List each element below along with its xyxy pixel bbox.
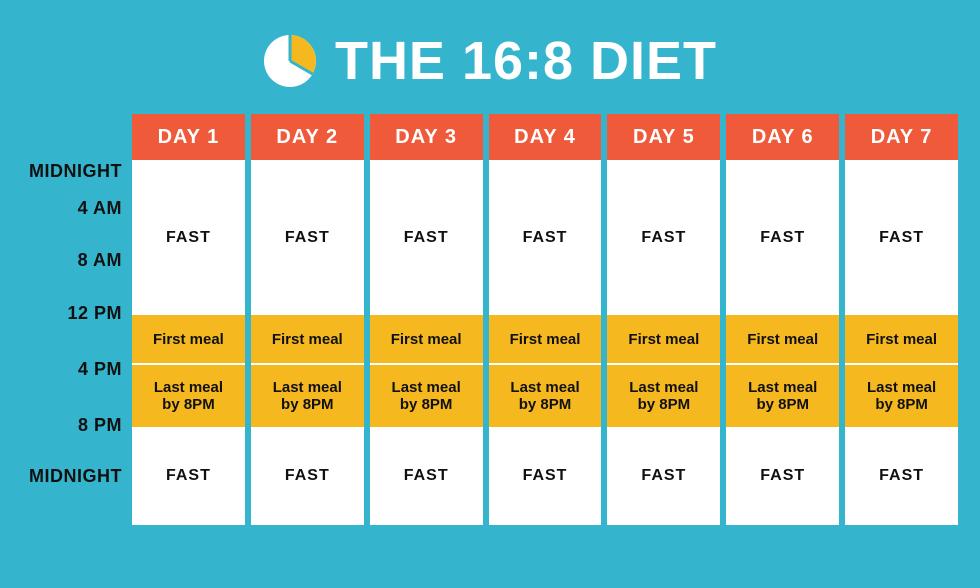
eat-cell: Last mealby 8PM xyxy=(251,365,364,427)
eat-cell: Last mealby 8PM xyxy=(726,365,839,427)
eat-cell: First meal xyxy=(726,315,839,363)
eat-cell: Last mealby 8PM xyxy=(489,365,602,427)
fast-cell: FAST xyxy=(489,160,602,315)
header: THE 16:8 DIET xyxy=(0,0,980,114)
fast-cell: FAST xyxy=(845,427,958,525)
time-axis: MIDNIGHT 4 AM 8 AM 12 PM 4 PM 8 PM MIDNI… xyxy=(12,114,132,525)
day-header: DAY 3 xyxy=(370,114,483,160)
time-label: 12 PM xyxy=(12,286,122,341)
fast-cell: FAST xyxy=(370,160,483,315)
day-header: DAY 6 xyxy=(726,114,839,160)
eat-cell: First meal xyxy=(370,315,483,363)
day-header: DAY 2 xyxy=(251,114,364,160)
eat-cell: First meal xyxy=(489,315,602,363)
pie-chart-icon xyxy=(263,34,317,88)
day-column: DAY 4FASTFirst mealLast mealby 8PMFAST xyxy=(489,114,602,525)
day-column: DAY 2FASTFirst mealLast mealby 8PMFAST xyxy=(251,114,364,525)
eat-cell: Last mealby 8PM xyxy=(132,365,245,427)
fast-cell: FAST xyxy=(489,427,602,525)
time-label: MIDNIGHT xyxy=(12,160,122,182)
eat-cell: First meal xyxy=(845,315,958,363)
fast-cell: FAST xyxy=(370,427,483,525)
days-container: DAY 1FASTFirst mealLast mealby 8PMFASTDA… xyxy=(132,114,958,525)
fast-cell: FAST xyxy=(251,160,364,315)
day-column: DAY 3FASTFirst mealLast mealby 8PMFAST xyxy=(370,114,483,525)
time-header-spacer xyxy=(12,114,122,160)
eat-cell: First meal xyxy=(607,315,720,363)
fast-cell: FAST xyxy=(132,427,245,525)
day-column: DAY 1FASTFirst mealLast mealby 8PMFAST xyxy=(132,114,245,525)
page-title: THE 16:8 DIET xyxy=(335,30,717,92)
fast-cell: FAST xyxy=(607,160,720,315)
fast-cell: FAST xyxy=(607,427,720,525)
day-header: DAY 5 xyxy=(607,114,720,160)
time-label: 8 AM xyxy=(12,234,122,286)
eat-cell: Last mealby 8PM xyxy=(607,365,720,427)
day-column: DAY 5FASTFirst mealLast mealby 8PMFAST xyxy=(607,114,720,525)
day-header: DAY 7 xyxy=(845,114,958,160)
time-label: 4 AM xyxy=(12,182,122,234)
schedule-grid: MIDNIGHT 4 AM 8 AM 12 PM 4 PM 8 PM MIDNI… xyxy=(0,114,980,525)
eat-cell: First meal xyxy=(251,315,364,363)
time-label: 8 PM xyxy=(12,397,122,453)
fast-cell: FAST xyxy=(251,427,364,525)
fast-cell: FAST xyxy=(132,160,245,315)
fast-cell: FAST xyxy=(726,160,839,315)
fast-cell: FAST xyxy=(845,160,958,315)
day-header: DAY 1 xyxy=(132,114,245,160)
day-column: DAY 6FASTFirst mealLast mealby 8PMFAST xyxy=(726,114,839,525)
eat-cell: Last mealby 8PM xyxy=(370,365,483,427)
day-column: DAY 7FASTFirst mealLast mealby 8PMFAST xyxy=(845,114,958,525)
eat-cell: Last mealby 8PM xyxy=(845,365,958,427)
time-label: MIDNIGHT xyxy=(12,453,122,499)
fast-cell: FAST xyxy=(726,427,839,525)
time-label: 4 PM xyxy=(12,341,122,397)
eat-cell: First meal xyxy=(132,315,245,363)
day-header: DAY 4 xyxy=(489,114,602,160)
